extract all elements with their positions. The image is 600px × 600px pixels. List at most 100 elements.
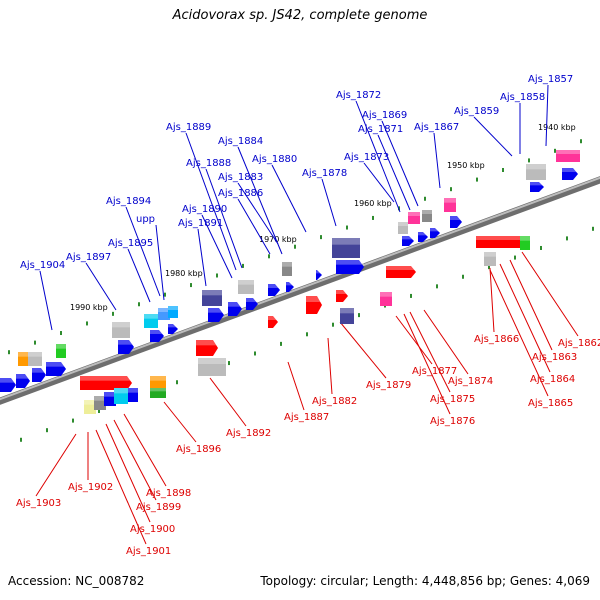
gene-highlight [282, 262, 292, 267]
leader-line [85, 262, 117, 311]
gene-label[interactable]: Ajs_1858 [500, 92, 545, 103]
gene-label[interactable]: upp [136, 214, 155, 225]
gene-highlight [128, 388, 138, 393]
gene-block [556, 150, 580, 162]
gene-highlight [402, 236, 414, 240]
tick-mark [72, 418, 74, 423]
gene-block [198, 358, 226, 376]
gene-label[interactable]: Ajs_1877 [412, 366, 457, 377]
tick-mark [410, 293, 412, 298]
tick-mark [46, 428, 48, 433]
gene-label[interactable]: Ajs_1894 [106, 196, 151, 207]
gene-label[interactable]: Ajs_1872 [336, 90, 381, 101]
gene-label[interactable]: Ajs_1876 [430, 416, 475, 427]
gene-highlight [16, 374, 30, 379]
gene-label[interactable]: Ajs_1902 [68, 482, 113, 493]
gene-arrow [450, 216, 462, 228]
gene-label[interactable]: Ajs_1883 [218, 172, 263, 183]
tick-mark [34, 340, 36, 345]
leader-line [509, 259, 553, 351]
gene-label[interactable]: Ajs_1878 [302, 168, 347, 179]
gene-label[interactable]: Ajs_1887 [284, 412, 329, 423]
gene-label[interactable]: Ajs_1892 [226, 428, 271, 439]
gene-highlight [530, 182, 544, 186]
leader-line [403, 313, 451, 415]
leader-line [363, 162, 395, 203]
gene-label[interactable]: Ajs_1880 [252, 154, 297, 165]
scale-label: 1950 kbp [447, 161, 485, 170]
gene-label[interactable]: Ajs_1901 [126, 546, 171, 557]
tick-mark [138, 302, 140, 307]
gene-highlight [118, 340, 134, 345]
gene-features [0, 150, 580, 414]
gene-label[interactable]: Ajs_1899 [136, 502, 181, 513]
leader-line [201, 214, 233, 279]
tick-mark [98, 409, 100, 414]
gene-label[interactable]: Ajs_1896 [176, 444, 221, 455]
gene-label[interactable]: Ajs_1869 [362, 110, 407, 121]
gene-arrow [16, 374, 30, 388]
scale-label: 1940 kbp [538, 123, 576, 132]
gene-label[interactable]: Ajs_1863 [532, 352, 577, 363]
tick-mark [268, 254, 270, 259]
gene-block [238, 280, 254, 294]
leader-line [127, 248, 151, 303]
leader-line [433, 132, 441, 189]
gene-highlight [336, 290, 348, 294]
gene-label[interactable]: Ajs_1898 [146, 488, 191, 499]
gene-arrow [246, 298, 258, 310]
gene-highlight [336, 260, 364, 265]
gene-label[interactable]: Ajs_1888 [186, 158, 231, 169]
gene-label[interactable]: Ajs_1862 [558, 338, 600, 349]
gene-label[interactable]: Ajs_1882 [312, 396, 357, 407]
gene-label[interactable]: Ajs_1874 [448, 376, 493, 387]
gene-highlight [144, 314, 158, 319]
gene-label[interactable]: Ajs_1895 [108, 238, 153, 249]
gene-label[interactable]: Ajs_1900 [130, 524, 175, 535]
gene-label[interactable]: Ajs_1867 [414, 122, 459, 133]
gene-highlight [46, 362, 66, 367]
gene-label[interactable]: Ajs_1889 [166, 122, 211, 133]
gene-arrow [32, 368, 46, 382]
gene-block [150, 388, 166, 398]
gene-label[interactable]: Ajs_1897 [66, 252, 111, 263]
gene-label[interactable]: Ajs_1866 [474, 334, 519, 345]
gene-label[interactable]: Ajs_1857 [528, 74, 573, 85]
gene-label[interactable]: Ajs_1864 [530, 374, 575, 385]
gene-label[interactable]: Ajs_1886 [218, 188, 263, 199]
gene-label[interactable]: Ajs_1871 [358, 124, 403, 135]
gene-block [114, 388, 128, 404]
leader-line [113, 419, 157, 501]
gene-label[interactable]: Ajs_1884 [218, 136, 263, 147]
gene-arrow [268, 316, 278, 328]
gene-arrow [196, 340, 218, 356]
gene-block [422, 210, 432, 222]
gene-label[interactable]: Ajs_1879 [366, 380, 411, 391]
gene-block [112, 322, 130, 338]
gene-label[interactable]: Ajs_1865 [528, 398, 573, 409]
gene-block [94, 396, 106, 410]
tick-mark [176, 380, 178, 385]
leader-line [35, 433, 77, 497]
gene-label[interactable]: Ajs_1873 [344, 152, 389, 163]
gene-highlight [246, 298, 258, 302]
gene-label[interactable]: Ajs_1859 [454, 106, 499, 117]
leader-line [489, 269, 549, 397]
gene-highlight [228, 302, 242, 307]
gene-label[interactable]: Ajs_1903 [16, 498, 61, 509]
gene-label[interactable]: Ajs_1890 [182, 204, 227, 215]
gene-label[interactable]: Ajs_1875 [430, 394, 475, 405]
gene-highlight [80, 376, 132, 381]
gene-highlight [444, 198, 456, 203]
gene-label[interactable]: Ajs_1891 [178, 218, 223, 229]
gene-arrow [336, 260, 364, 274]
leader-line [197, 228, 207, 287]
leader-line [155, 224, 165, 301]
gene-label[interactable]: Ajs_1904 [20, 260, 65, 271]
gene-highlight [556, 150, 580, 154]
tick-mark [294, 244, 296, 249]
gene-arrow [430, 228, 440, 238]
tick-mark [20, 437, 22, 442]
gene-block [128, 388, 138, 402]
gene-block [84, 400, 96, 414]
